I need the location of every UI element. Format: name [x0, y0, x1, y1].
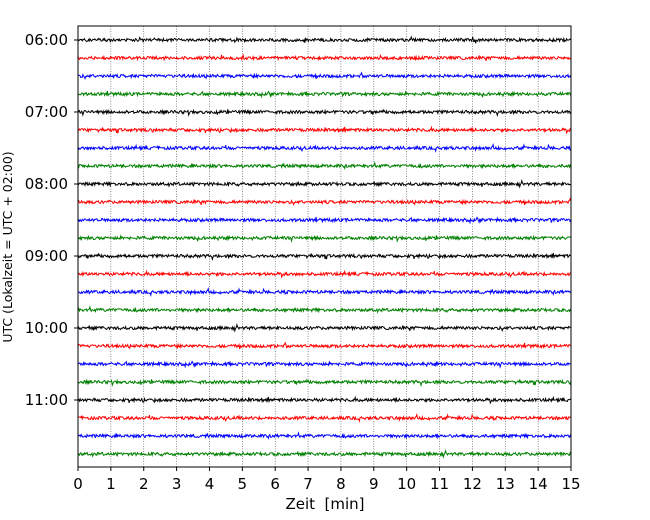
trace-1115 — [77, 412, 572, 423]
trace-0915 — [77, 269, 572, 279]
trace-1100 — [77, 395, 572, 405]
y-tick-label: 11:00 — [25, 391, 68, 409]
x-tick-label: 8 — [336, 475, 346, 493]
trace-0930 — [77, 286, 572, 297]
x-tick-label: 10 — [397, 475, 416, 493]
x-tick-label: 13 — [496, 475, 515, 493]
x-tick-label: 11 — [430, 475, 449, 493]
trace-0630 — [77, 71, 572, 81]
y-axis-ticks: 06:00 07:00 08:00 09:00 10:00 11:00 — [25, 31, 78, 409]
trace-1145 — [77, 448, 572, 459]
x-axis-ticks: 0 1 2 3 4 5 6 7 8 9 10 11 12 13 14 15 — [73, 467, 581, 493]
x-tick-label: 7 — [303, 475, 313, 493]
y-tick-label: 07:00 — [25, 103, 68, 121]
trace-1130 — [77, 431, 572, 440]
trace-0800 — [77, 178, 572, 189]
x-tick-label: 0 — [73, 475, 83, 493]
trace-0815 — [77, 197, 572, 207]
y-tick-label: 10:00 — [25, 319, 68, 337]
x-tick-label: 9 — [369, 475, 379, 493]
x-tick-label: 12 — [463, 475, 482, 493]
y-tick-label: 08:00 — [25, 175, 68, 193]
trace-0715 — [77, 125, 572, 135]
trace-0645 — [77, 90, 572, 99]
trace-0900 — [77, 252, 571, 261]
y-axis-label: UTC (Lokalzeit = UTC + 02:00) — [0, 151, 15, 342]
trace-0845 — [77, 234, 571, 243]
plot-frame — [77, 25, 572, 468]
trace-1015 — [77, 341, 571, 350]
trace-1000 — [77, 322, 572, 333]
x-tick-label: 1 — [106, 475, 116, 493]
x-tick-label: 2 — [139, 475, 149, 493]
x-tick-label: 15 — [561, 475, 580, 493]
y-tick-label: 09:00 — [25, 247, 68, 265]
trace-0945 — [77, 305, 572, 314]
trace-0745 — [77, 161, 572, 170]
x-tick-label: 3 — [172, 475, 182, 493]
x-tick-label: 4 — [205, 475, 215, 493]
seismogram-traces — [77, 35, 572, 459]
trace-0700 — [77, 108, 572, 117]
trace-0830 — [77, 216, 572, 225]
trace-0615 — [77, 53, 572, 62]
x-tick-label: 5 — [238, 475, 248, 493]
x-tick-label: 14 — [529, 475, 548, 493]
trace-0730 — [77, 142, 572, 153]
grid-lines — [110, 26, 539, 467]
trace-1045 — [77, 378, 572, 387]
trace-0600 — [77, 35, 572, 44]
y-tick-label: 06:00 — [25, 31, 68, 49]
trace-1030 — [77, 360, 571, 369]
x-axis-label: Zeit [min] — [285, 495, 364, 513]
x-tick-label: 6 — [270, 475, 280, 493]
